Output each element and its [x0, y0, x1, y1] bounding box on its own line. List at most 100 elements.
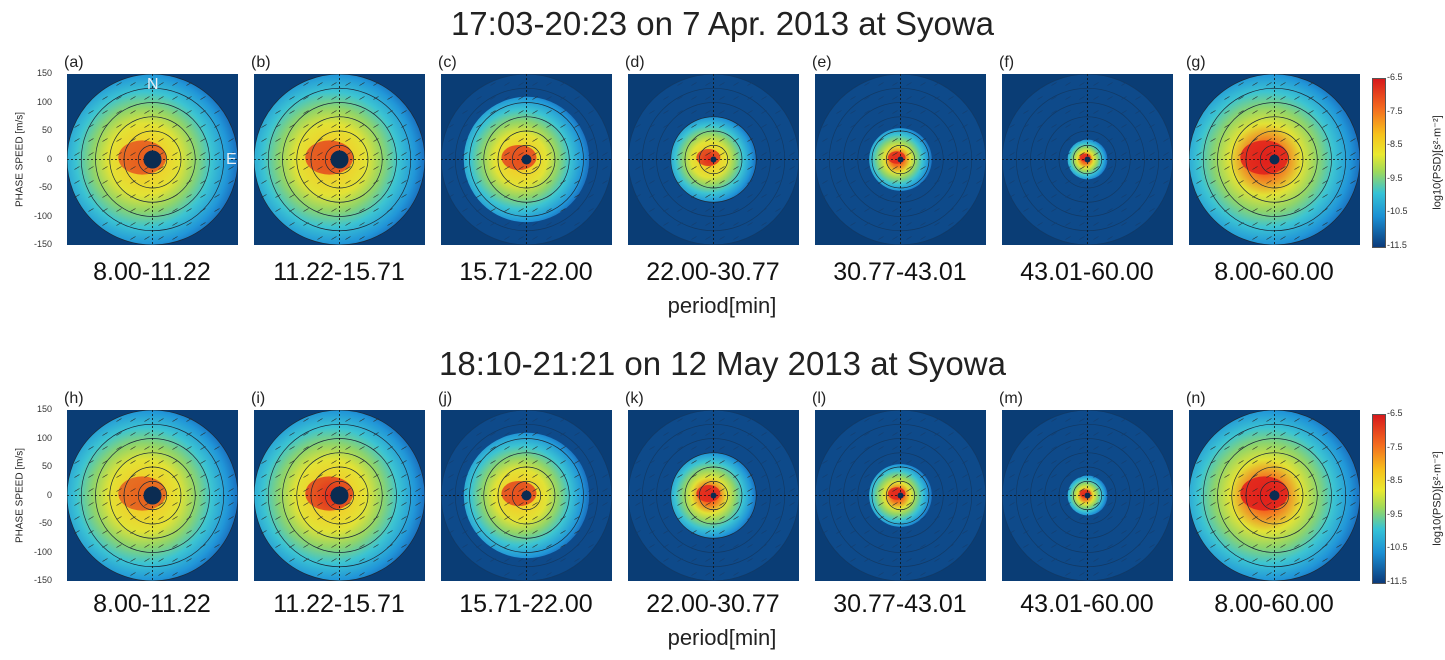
vector-arrow [934, 82, 940, 86]
vector-arrow [1023, 502, 1029, 506]
vector-arrow [289, 180, 295, 184]
vector-arrow [1065, 180, 1071, 184]
vector-arrow [88, 110, 94, 114]
vector-arrow [822, 516, 828, 520]
vector-arrow [864, 488, 870, 492]
vector-arrow [1107, 530, 1113, 534]
vector-arrow [733, 446, 739, 450]
vector-arrow [836, 460, 842, 464]
vector-arrow [775, 166, 781, 170]
vector-arrow [733, 110, 739, 114]
vector-arrow [775, 152, 781, 156]
vector-arrow [878, 222, 884, 226]
vector-arrow [186, 194, 192, 198]
vector-arrow [719, 96, 725, 100]
colorbar-tick-label: -8.5 [1387, 139, 1403, 150]
vector-arrow [850, 222, 856, 226]
psd-hotspot [501, 144, 537, 171]
speed-ring [1072, 480, 1103, 511]
polar-spectrum-svg [254, 74, 425, 245]
vector-arrow [691, 194, 697, 198]
vector-arrow [144, 558, 150, 562]
vector-arrow [1065, 110, 1071, 114]
vector-arrow [490, 96, 496, 100]
vector-arrow [1051, 544, 1057, 548]
vector-arrow [705, 110, 711, 114]
vector-arrow [850, 166, 856, 170]
vector-arrow [1121, 516, 1127, 520]
vector-arrow [588, 502, 594, 506]
vector-arrow [850, 530, 856, 534]
vector-arrow [1210, 488, 1216, 492]
vector-arrow [546, 166, 552, 170]
vector-arrow [415, 152, 421, 156]
vector-arrow [317, 222, 323, 226]
panel-letter: (n) [1186, 390, 1206, 407]
y-tick-label: 150 [36, 68, 52, 78]
y-tick-label: -150 [33, 239, 52, 249]
vector-arrow [976, 488, 982, 492]
vector-arrow [387, 166, 393, 170]
vector-arrow [822, 460, 828, 464]
vector-arrow [275, 544, 281, 548]
vector-arrow [934, 488, 940, 492]
vector-arrow [1280, 474, 1286, 478]
vector-arrow [775, 446, 781, 450]
vector-arrow [878, 96, 884, 100]
vector-arrow [920, 530, 926, 534]
vector-arrow [864, 96, 870, 100]
vector-arrow [186, 558, 192, 562]
vector-arrow [775, 516, 781, 520]
vector-arrow [649, 446, 655, 450]
vector-arrow [920, 194, 926, 198]
vector-arrow [275, 502, 281, 506]
vector-arrow [172, 152, 178, 156]
vector-arrow [574, 96, 580, 100]
vector-arrow [130, 180, 136, 184]
vector-arrow [303, 138, 309, 142]
vector-arrow [747, 110, 753, 114]
vector-arrow [1252, 474, 1258, 478]
vector-arrow [172, 194, 178, 198]
vector-arrow [920, 138, 926, 142]
vector-arrow [1266, 194, 1272, 198]
vector-arrow [172, 516, 178, 520]
vector-arrow [1322, 152, 1328, 156]
vector-arrow [1037, 474, 1043, 478]
vector-arrow [1238, 530, 1244, 534]
vector-arrow [1336, 180, 1342, 184]
vector-arrow [892, 96, 898, 100]
vector-arrow [836, 488, 842, 492]
polar-spectrum-panel [441, 410, 612, 581]
vector-arrow [560, 544, 566, 548]
vector-arrow [359, 572, 365, 576]
vector-arrow [303, 166, 309, 170]
vector-arrow [560, 516, 566, 520]
vector-arrow [733, 96, 739, 100]
vector-arrow [892, 558, 898, 562]
vector-arrow [1065, 502, 1071, 506]
period-range-label: 11.22-15.71 [273, 590, 405, 618]
vector-arrow [836, 180, 842, 184]
vector-arrow [733, 418, 739, 422]
vector-arrow [1093, 124, 1099, 128]
colorbar [1372, 414, 1386, 584]
vector-arrow [1224, 502, 1230, 506]
vector-arrow [158, 474, 164, 478]
vector-arrow [906, 488, 912, 492]
vector-arrow [102, 138, 108, 142]
vector-arrow [546, 488, 552, 492]
vector-arrow [789, 488, 795, 492]
vector-arrow [850, 124, 856, 128]
vector-arrow [144, 530, 150, 534]
vector-arrow [261, 124, 267, 128]
vector-arrow [892, 194, 898, 198]
x-axis-label: period[min] [667, 293, 777, 318]
vector-arrow [116, 418, 122, 422]
vector-arrow [747, 432, 753, 436]
vector-arrow [920, 418, 926, 422]
vector-arrow [1350, 516, 1356, 520]
vector-arrow [261, 194, 267, 198]
vector-arrow [1135, 222, 1141, 226]
vector-arrow [1107, 138, 1113, 142]
